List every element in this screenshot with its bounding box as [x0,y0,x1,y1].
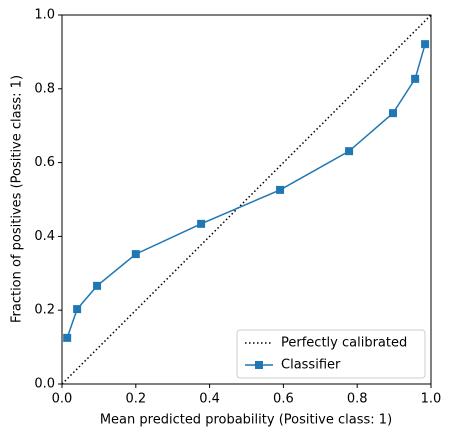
marker [276,185,285,194]
marker [345,147,354,156]
x-tick-label: 0.0 [52,392,73,407]
legend-label: Classifier [281,358,341,373]
y-tick-label: 0.8 [34,81,55,96]
legend-label: Perfectly calibrated [281,336,407,351]
y-tick-label: 0.2 [34,303,55,318]
x-axis-label: Mean predicted probability (Positive cla… [100,413,392,428]
y-tick-label: 0.6 [34,155,55,170]
marker [73,305,82,314]
marker [63,333,72,342]
x-tick-label: 0.4 [199,392,220,407]
legend-box [236,329,426,379]
y-tick-label: 0.4 [34,229,55,244]
x-tick-label: 0.2 [125,392,146,407]
series-line [61,14,432,385]
y-tick-label: 0.0 [34,377,55,392]
y-tick-label: 1.0 [34,8,55,23]
marker [388,109,397,118]
plot-frame [61,14,432,385]
marker [131,250,140,259]
legend-marker [255,361,263,369]
y-axis-label: Fraction of positives (Positive class: 1… [10,75,25,323]
marker [411,74,420,83]
x-tick-label: 1.0 [421,392,442,407]
x-tick-label: 0.6 [273,392,294,407]
x-tick-label: 0.8 [347,392,368,407]
marker [197,219,206,228]
series-line [66,43,426,339]
marker [93,281,102,290]
marker [421,40,430,49]
